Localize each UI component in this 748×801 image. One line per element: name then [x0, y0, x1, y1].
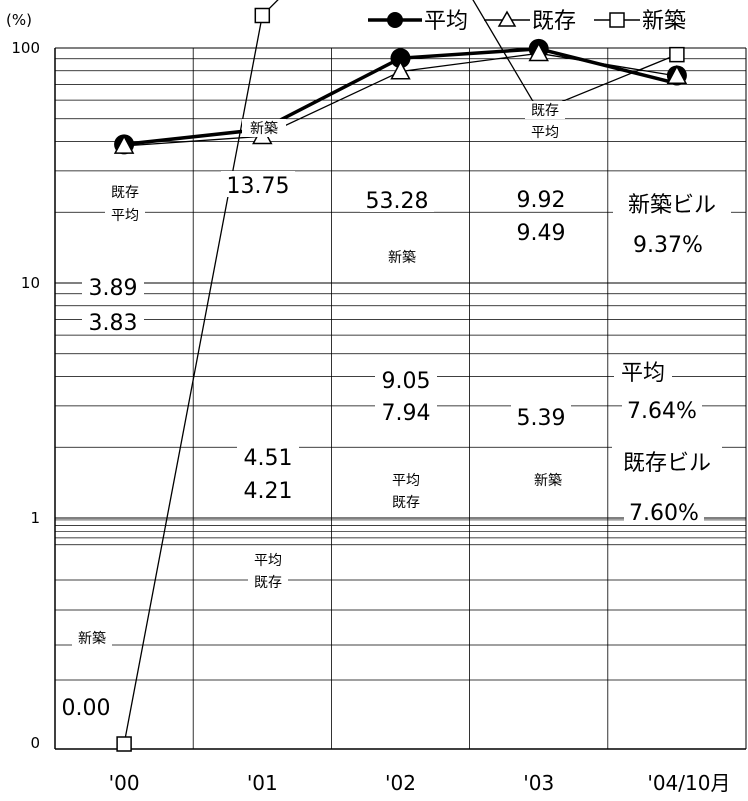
data-label: 平均 [111, 208, 139, 224]
label-background [525, 123, 565, 141]
label-background [82, 310, 144, 334]
y-tick-label: 1 [30, 509, 40, 527]
square-marker [116, 736, 132, 752]
label-background [613, 188, 731, 216]
triangle-marker [390, 60, 411, 80]
label-background [237, 445, 299, 469]
label-background [386, 471, 426, 489]
label-background [375, 400, 437, 424]
y-tick-label: 0 [30, 734, 40, 752]
data-label: 既存ビル [623, 451, 711, 476]
x-tick-label: '04/10月 [647, 771, 730, 795]
triangle-marker [528, 42, 549, 62]
label-background [511, 405, 571, 429]
data-label: 13.75 [227, 174, 290, 199]
data-label: 新築 [534, 473, 562, 489]
data-label: 9.92 [517, 188, 566, 213]
triangle-marker [666, 64, 688, 84]
y-axis-unit-label: (%) [6, 11, 32, 29]
data-label: 新築 [250, 121, 278, 137]
data-label: 平均 [392, 473, 420, 489]
plot-frame [54, 47, 747, 750]
label-background [105, 206, 145, 224]
label-background [105, 183, 145, 201]
series-line [123, 0, 678, 745]
data-label: 既存 [111, 185, 139, 201]
data-label: 9.05 [382, 369, 431, 394]
data-label: 7.94 [382, 401, 431, 426]
data-label: 3.83 [89, 311, 138, 336]
legend-label: 新築 [642, 9, 686, 34]
data-label: 既存 [392, 495, 420, 511]
y-tick-label: 100 [11, 39, 40, 57]
data-label: 新築ビル [628, 193, 716, 218]
data-label: 7.60% [629, 501, 699, 526]
label-background [622, 398, 702, 422]
circle-marker [390, 48, 411, 69]
data-label: 9.37% [633, 233, 703, 258]
data-label: 平均 [254, 553, 282, 569]
label-background [511, 187, 571, 211]
label-background [525, 101, 565, 119]
legend-label: 平均 [424, 9, 468, 34]
x-tick-labels: '00 '01 '02 '03 '04/10月 [109, 771, 731, 795]
data-label: 4.51 [244, 446, 293, 471]
data-label: 3.89 [89, 276, 138, 301]
legend-circle-marker [387, 12, 403, 28]
square-marker [669, 46, 685, 63]
label-background [386, 493, 426, 511]
label-background [624, 500, 704, 524]
label-background [242, 119, 286, 137]
data-label: 53.28 [366, 189, 429, 214]
label-background [248, 573, 288, 591]
data-labels: 新築0.00既存平均3.893.83新築13.754.514.21平均既存53.… [56, 101, 731, 721]
x-tick-label: '03 [523, 771, 554, 795]
data-label: 新築 [388, 250, 416, 266]
label-background [72, 627, 112, 647]
data-label: 9.49 [517, 221, 566, 246]
data-label: 5.39 [517, 406, 566, 431]
data-label: 平均 [621, 361, 665, 386]
label-background [237, 478, 299, 502]
label-background [614, 356, 672, 384]
legend-square-marker [609, 12, 625, 28]
triangle-marker [113, 134, 135, 154]
label-background [528, 471, 568, 489]
square-marker [254, 7, 271, 24]
data-label: 0.00 [62, 696, 111, 721]
label-background [82, 275, 144, 299]
legend-triangle-marker [497, 10, 517, 27]
label-background [360, 186, 434, 212]
data-label: 7.64% [627, 399, 697, 424]
label-background [628, 232, 708, 256]
label-background [375, 368, 437, 392]
label-background [511, 220, 571, 244]
x-tick-label: '00 [109, 771, 140, 795]
label-background [56, 695, 116, 719]
label-background [612, 446, 722, 474]
x-tick-label: '02 [385, 771, 416, 795]
data-label: 4.21 [244, 479, 293, 504]
data-label: 平均 [531, 125, 559, 141]
data-label: 既存 [254, 575, 282, 591]
label-background [381, 248, 423, 266]
x-tick-label: '01 [247, 771, 278, 795]
label-background [248, 551, 288, 569]
legend-label: 既存 [532, 9, 576, 34]
y-tick-label: 10 [21, 274, 40, 292]
legend: 平均 既存 新築 [368, 9, 686, 34]
label-background [221, 171, 295, 197]
data-label: 新築 [78, 631, 106, 647]
data-label: 既存 [531, 103, 559, 119]
